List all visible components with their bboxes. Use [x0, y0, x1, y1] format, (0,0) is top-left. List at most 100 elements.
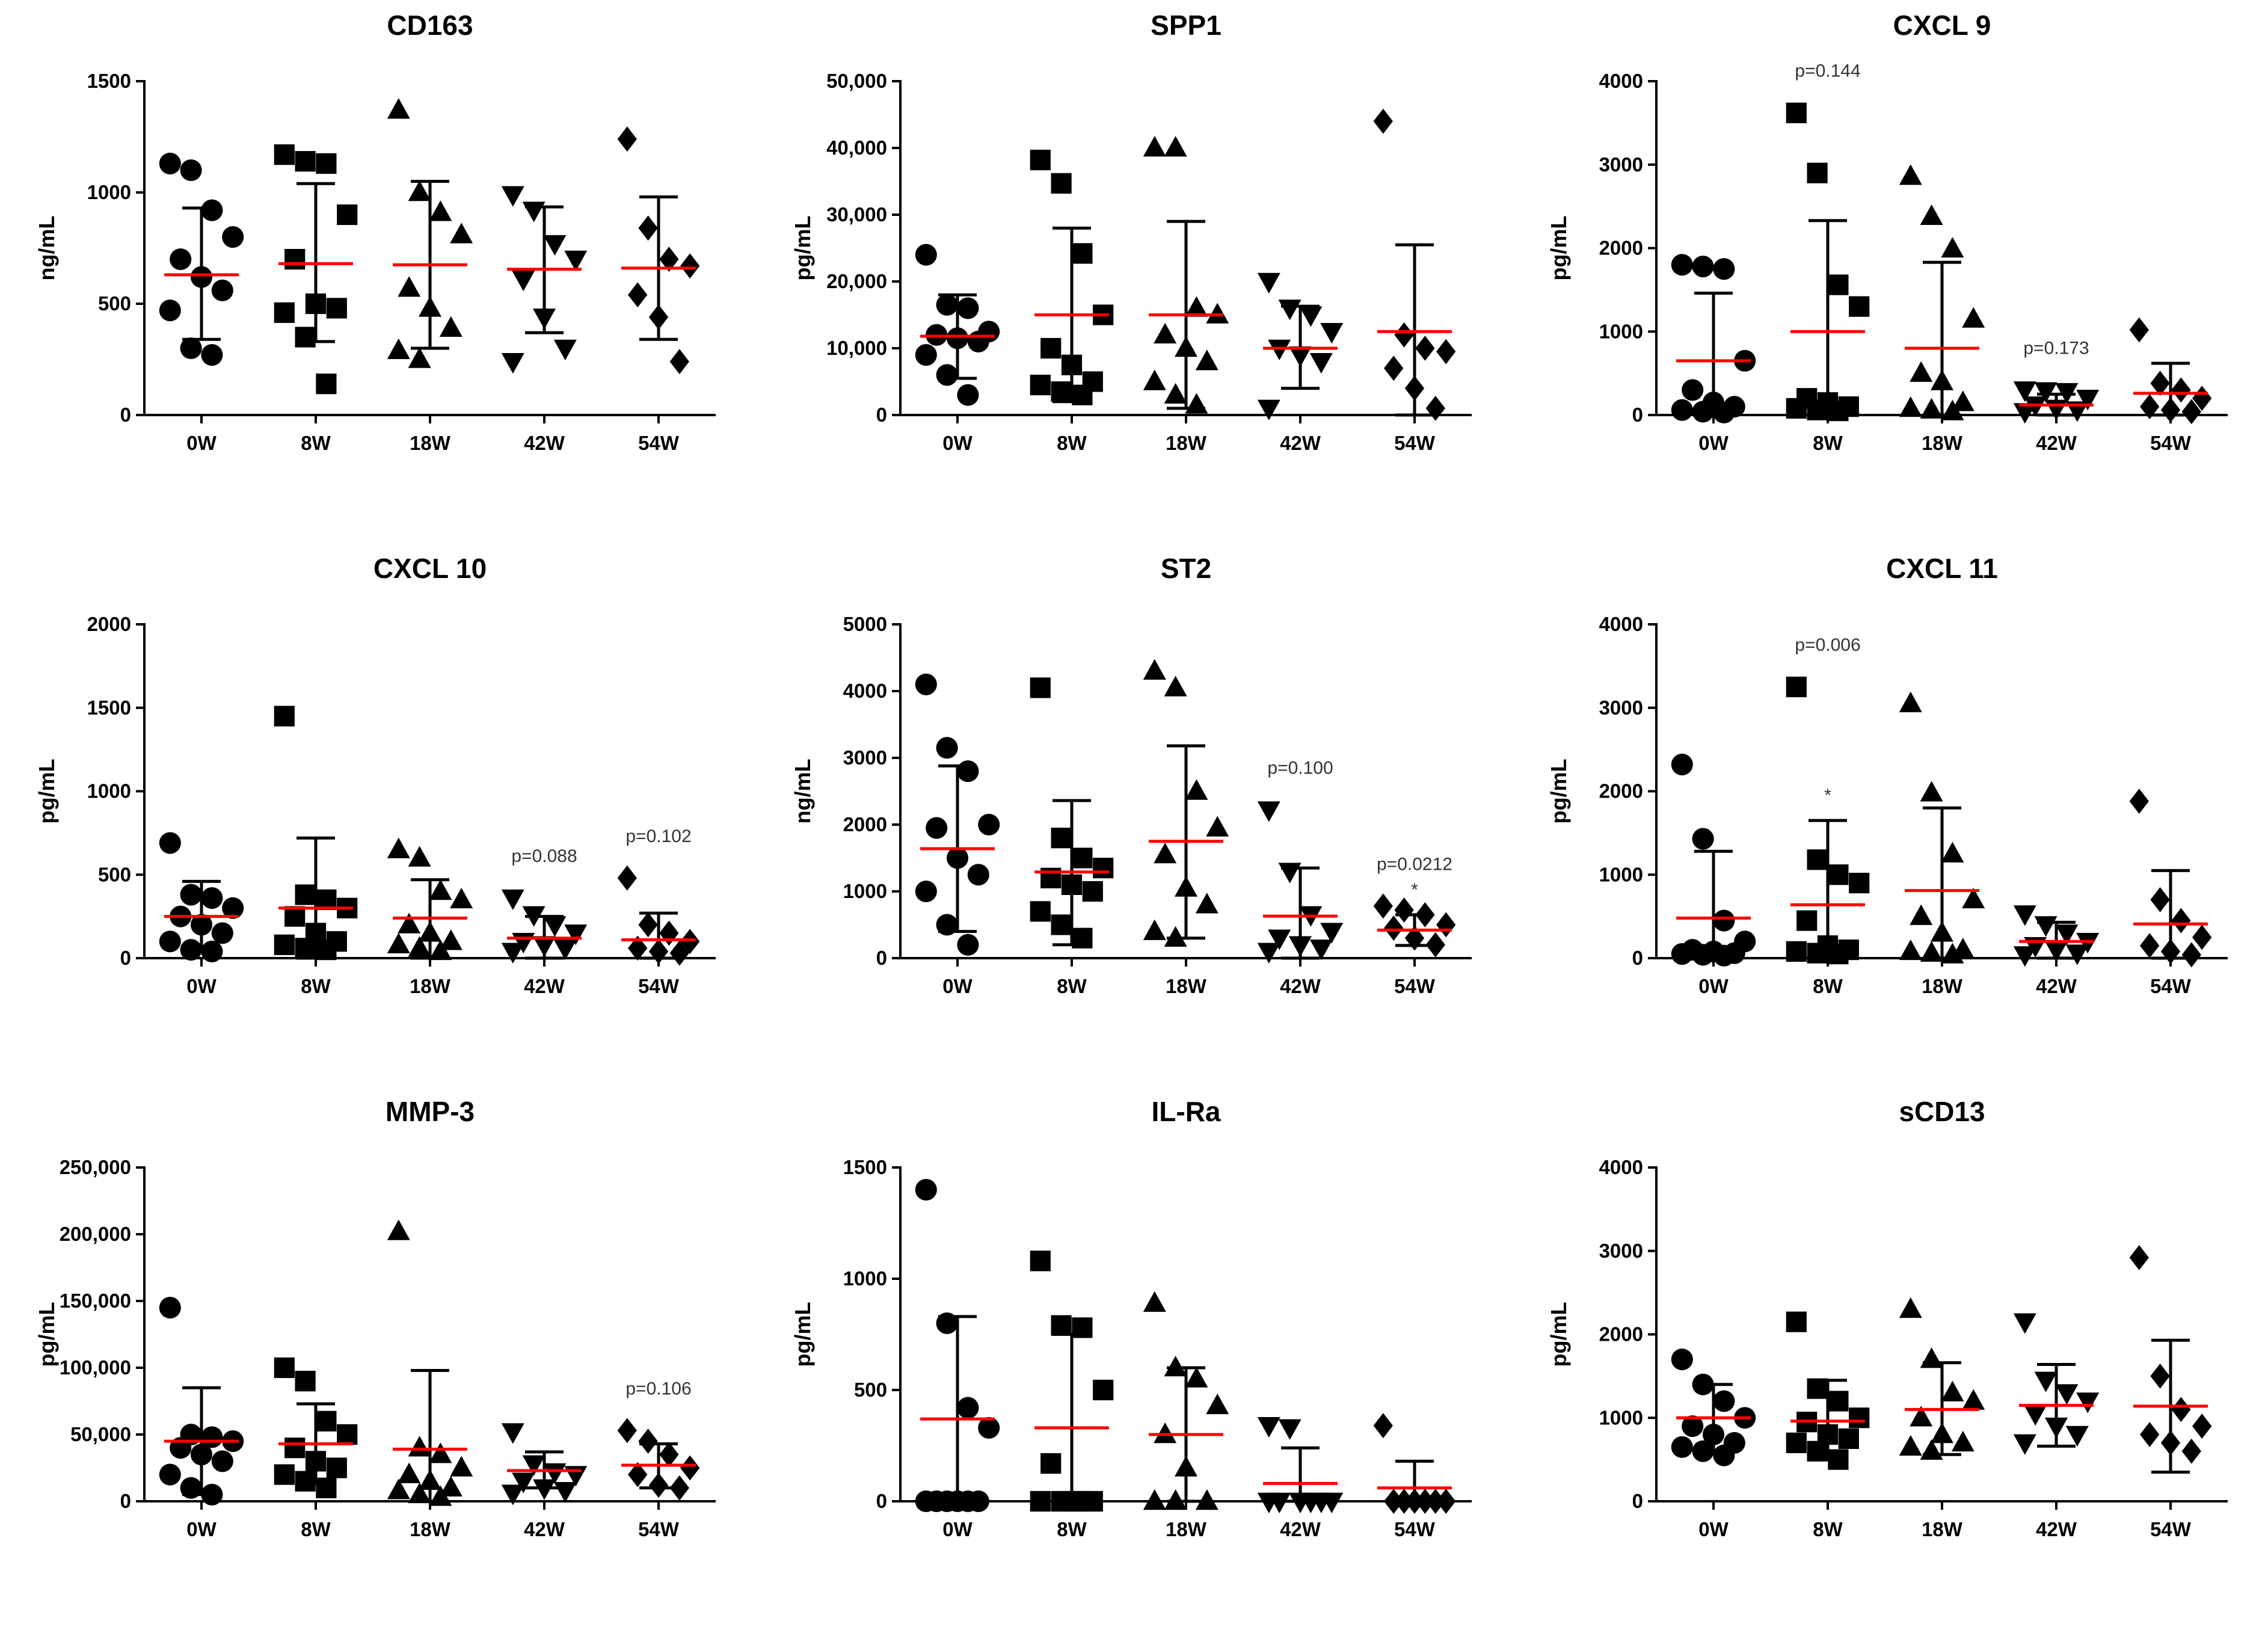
y-axis-label: pg/mL: [1546, 216, 1571, 281]
data-point: [1164, 926, 1187, 947]
data-point: [957, 384, 979, 406]
y-tick-label: 150,000: [60, 1290, 131, 1312]
x-tick-label: 18W: [410, 975, 451, 997]
data-point: [1040, 337, 1062, 359]
data-point: [2034, 382, 2057, 403]
data-point: [398, 1462, 421, 1483]
data-point: [1786, 676, 1807, 698]
series-18w: [387, 837, 473, 961]
series-0w: [159, 832, 244, 962]
data-point: [2181, 399, 2201, 425]
data-point: [936, 294, 958, 316]
chart-panel-cxcl-11: CXCL 11 pg/mL 0 1000 2000 3000 4000 0W 8W 18W 42W 5…: [1512, 543, 2268, 1086]
x-tick-label: 54W: [1394, 975, 1436, 997]
x-tick-label: 8W: [301, 432, 331, 454]
y-tick-label: 2000: [1599, 237, 1643, 259]
data-point: [1713, 909, 1735, 932]
series-54w: [2129, 317, 2212, 425]
data-point: [387, 98, 410, 119]
data-point: [1899, 691, 1922, 713]
data-point: [1257, 801, 1280, 822]
data-point: [450, 887, 473, 909]
x-tick-label: 18W: [1922, 1518, 1963, 1540]
data-point: [429, 879, 452, 900]
series-42w: [2013, 1313, 2100, 1455]
y-tick-label: 250,000: [60, 1156, 131, 1178]
data-point: [1962, 307, 1985, 328]
data-point: [439, 316, 463, 337]
x-tick-label: 42W: [2036, 1518, 2077, 1540]
data-point: [1309, 940, 1333, 961]
chart-panel-cd163: CD163 ng/mL 0 500 1000 1500 0W 8W 18W 42W 54W: [0, 0, 756, 543]
series-42w: [1257, 1416, 1344, 1513]
data-point: [1899, 396, 1922, 417]
data-point: [1257, 399, 1280, 420]
data-point: [1899, 1297, 1922, 1318]
data-point: [638, 215, 658, 241]
series-18w: [1143, 659, 1229, 947]
data-point: [2150, 887, 2170, 912]
data-point: [1268, 339, 1291, 360]
data-point: [1692, 828, 1714, 850]
data-point: [1436, 1489, 1456, 1514]
chart-svg: IL-Ra pg/mL 0 500 1000 1500 0W 8W 18W 42W 54W: [790, 1096, 1472, 1540]
data-point: [659, 247, 679, 272]
y-axis-label: ng/mL: [790, 759, 815, 824]
series-42w: [501, 889, 588, 964]
data-point: [337, 1424, 358, 1445]
chart-svg: CD163 ng/mL 0 500 1000 1500 0W 8W 18W 42W 54W: [34, 10, 716, 454]
data-point: [1692, 255, 1714, 278]
data-point: [915, 1490, 937, 1513]
x-tick-label: 0W: [186, 1518, 217, 1540]
data-point: [274, 1464, 295, 1485]
y-axis-label: pg/mL: [1546, 1302, 1571, 1367]
series-8w: [1030, 1250, 1114, 1512]
y-tick-label: 500: [98, 292, 131, 315]
data-point: [1899, 164, 1922, 185]
data-point: [1920, 941, 1943, 962]
data-point: [2034, 1371, 2057, 1392]
series-8w: [1786, 1311, 1870, 1470]
chart-panel-st2: ST2 ng/mL 0 1000 2000 3000 4000 5000 0W 8W 18W 42W 5…: [756, 543, 1512, 1086]
data-point: [222, 897, 244, 919]
data-point: [1257, 1416, 1280, 1438]
x-tick-label: 42W: [2036, 975, 2077, 997]
data-point: [680, 253, 700, 278]
data-point: [387, 338, 410, 359]
data-point: [408, 936, 431, 957]
series-18w: [1899, 164, 1985, 420]
data-point: [1030, 677, 1051, 698]
data-point: [2076, 933, 2100, 954]
data-point: [543, 916, 567, 937]
data-point: [316, 374, 337, 395]
data-point: [1692, 401, 1714, 423]
series-8w: [274, 1357, 358, 1498]
chart-panel-mmp-3: MMP-3 pg/mL 0 50,000 100,000 150,000 200,000 25…: [0, 1086, 756, 1629]
x-tick-label: 54W: [638, 1518, 680, 1540]
y-tick-label: 0: [120, 1490, 131, 1512]
data-point: [408, 180, 431, 201]
chart-panel-scd13: sCD13 pg/mL 0 1000 2000 3000 4000 0W 8W 18W 42W 54W: [1512, 1086, 2268, 1629]
data-point: [1713, 944, 1735, 967]
chart-svg: sCD13 pg/mL 0 1000 2000 3000 4000 0W 8W 18W 42W 54W: [1546, 1096, 2228, 1540]
data-point: [564, 924, 588, 946]
data-point: [1962, 1389, 1985, 1410]
data-point: [1384, 355, 1404, 381]
data-point: [1828, 943, 1849, 965]
data-point: [274, 302, 295, 323]
y-tick-label: 40,000: [826, 137, 887, 159]
data-point: [211, 922, 233, 944]
data-point: [915, 880, 937, 903]
data-point: [512, 271, 535, 292]
data-point: [1268, 929, 1291, 950]
data-point: [274, 1357, 295, 1379]
data-point: [180, 337, 202, 360]
data-point: [1278, 300, 1301, 321]
y-tick-label: 2000: [1599, 1323, 1643, 1346]
data-point: [1030, 901, 1051, 922]
data-point: [1436, 912, 1456, 938]
data-point: [1164, 136, 1187, 157]
x-tick-label: 42W: [2036, 432, 2077, 454]
data-point: [2150, 1363, 2170, 1389]
data-point: [2171, 908, 2191, 933]
